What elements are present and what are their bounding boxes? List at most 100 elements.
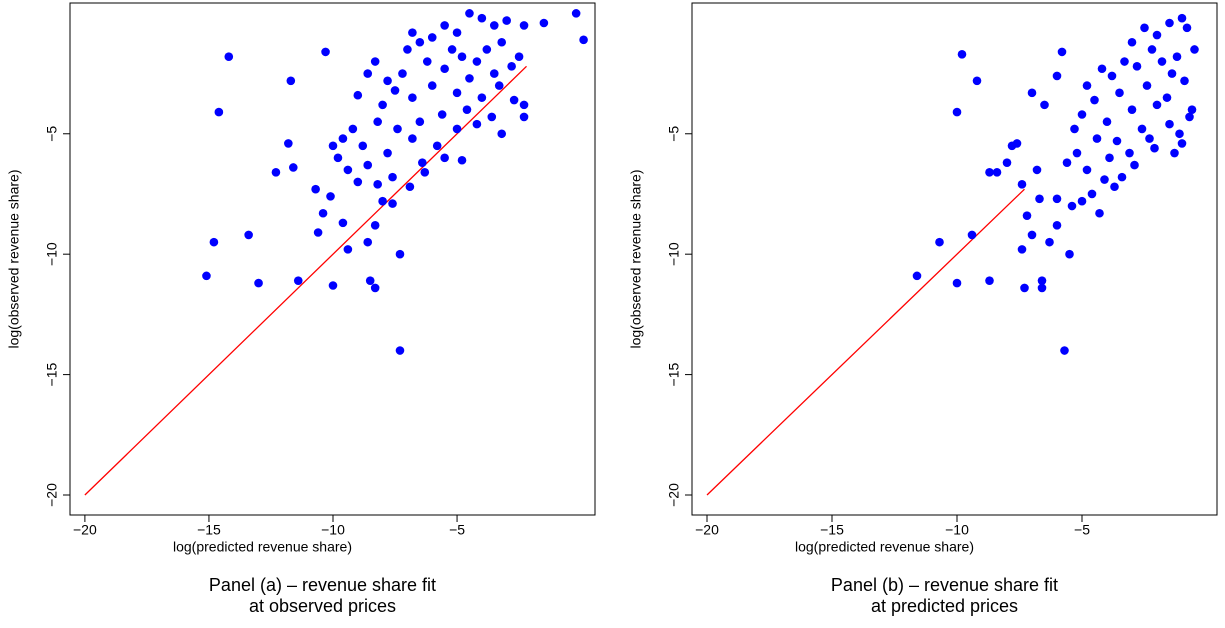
point <box>1017 180 1027 189</box>
point <box>1142 81 1152 90</box>
point <box>1070 124 1079 134</box>
point <box>465 9 474 18</box>
point <box>1125 148 1134 158</box>
point <box>1072 148 1082 158</box>
y-tick-label: −15 <box>666 363 682 387</box>
point <box>1170 148 1179 158</box>
point <box>457 52 467 62</box>
point <box>383 76 392 86</box>
point <box>482 45 492 54</box>
point <box>1157 57 1167 66</box>
point <box>378 196 387 206</box>
point <box>502 16 511 25</box>
point <box>1100 175 1109 184</box>
y-tick-label: −20 <box>666 483 682 507</box>
point <box>353 90 363 100</box>
point <box>1162 93 1172 102</box>
point <box>408 134 417 143</box>
point <box>1182 23 1192 33</box>
point <box>497 129 507 139</box>
point <box>579 35 588 45</box>
point <box>967 230 977 240</box>
point <box>1152 30 1162 40</box>
y-tick-label: −10 <box>44 242 60 266</box>
point <box>286 76 296 86</box>
x-tick-label: −20 <box>695 522 719 538</box>
point <box>1112 136 1122 146</box>
x-axis-label: log(predicted revenue share) <box>173 539 352 555</box>
point <box>1110 182 1119 192</box>
point <box>1060 346 1069 355</box>
point <box>1102 117 1112 127</box>
x-tick-label: −10 <box>945 522 969 538</box>
point <box>1152 100 1162 110</box>
point <box>1052 194 1062 204</box>
point <box>1167 69 1177 78</box>
point <box>519 100 529 110</box>
point <box>462 105 472 114</box>
point <box>1052 220 1062 230</box>
point <box>370 57 380 66</box>
x-tick-label: −5 <box>1074 522 1090 538</box>
point <box>440 64 449 74</box>
point <box>1082 165 1092 175</box>
point <box>202 271 211 281</box>
point <box>519 21 529 30</box>
point <box>1185 112 1194 122</box>
caption: at observed prices <box>249 596 396 616</box>
point <box>313 228 323 237</box>
point <box>489 69 499 78</box>
point <box>244 230 253 240</box>
point <box>447 45 457 54</box>
point <box>427 33 437 42</box>
point <box>420 168 430 177</box>
x-tick-label: −15 <box>820 522 844 538</box>
point <box>440 21 449 30</box>
point <box>343 245 353 254</box>
plot-frame <box>691 2 1218 516</box>
point <box>972 76 982 86</box>
point <box>457 155 467 165</box>
point <box>1107 71 1117 81</box>
point <box>293 276 303 285</box>
y-tick-label: −5 <box>666 126 682 142</box>
point <box>348 124 358 134</box>
point <box>1147 45 1157 54</box>
point <box>395 249 405 259</box>
point <box>1127 105 1137 114</box>
point <box>1117 172 1127 182</box>
point <box>935 237 944 247</box>
point <box>509 95 519 105</box>
point <box>1092 134 1102 143</box>
point <box>408 28 417 37</box>
point <box>1052 71 1062 81</box>
y-tick-label: −5 <box>44 126 60 142</box>
point <box>487 112 497 122</box>
point <box>1027 88 1037 98</box>
point <box>403 45 412 54</box>
caption: Panel (b) – revenue share fit <box>831 575 1058 595</box>
point <box>452 28 462 37</box>
point <box>427 81 437 90</box>
point <box>353 177 363 187</box>
point <box>1082 81 1092 90</box>
point <box>373 117 382 127</box>
point <box>1037 276 1047 285</box>
point <box>472 57 482 66</box>
point <box>378 100 387 110</box>
point <box>1065 249 1074 259</box>
point <box>1045 237 1054 247</box>
point <box>571 9 581 18</box>
point <box>318 208 328 218</box>
point <box>390 86 400 95</box>
point <box>437 110 447 119</box>
point <box>418 158 427 167</box>
caption: at predicted prices <box>871 596 1018 616</box>
reference-line <box>84 65 527 496</box>
point <box>1077 110 1087 119</box>
point <box>1095 208 1104 218</box>
point <box>1017 245 1027 254</box>
point <box>1120 57 1129 66</box>
point <box>1087 189 1097 199</box>
